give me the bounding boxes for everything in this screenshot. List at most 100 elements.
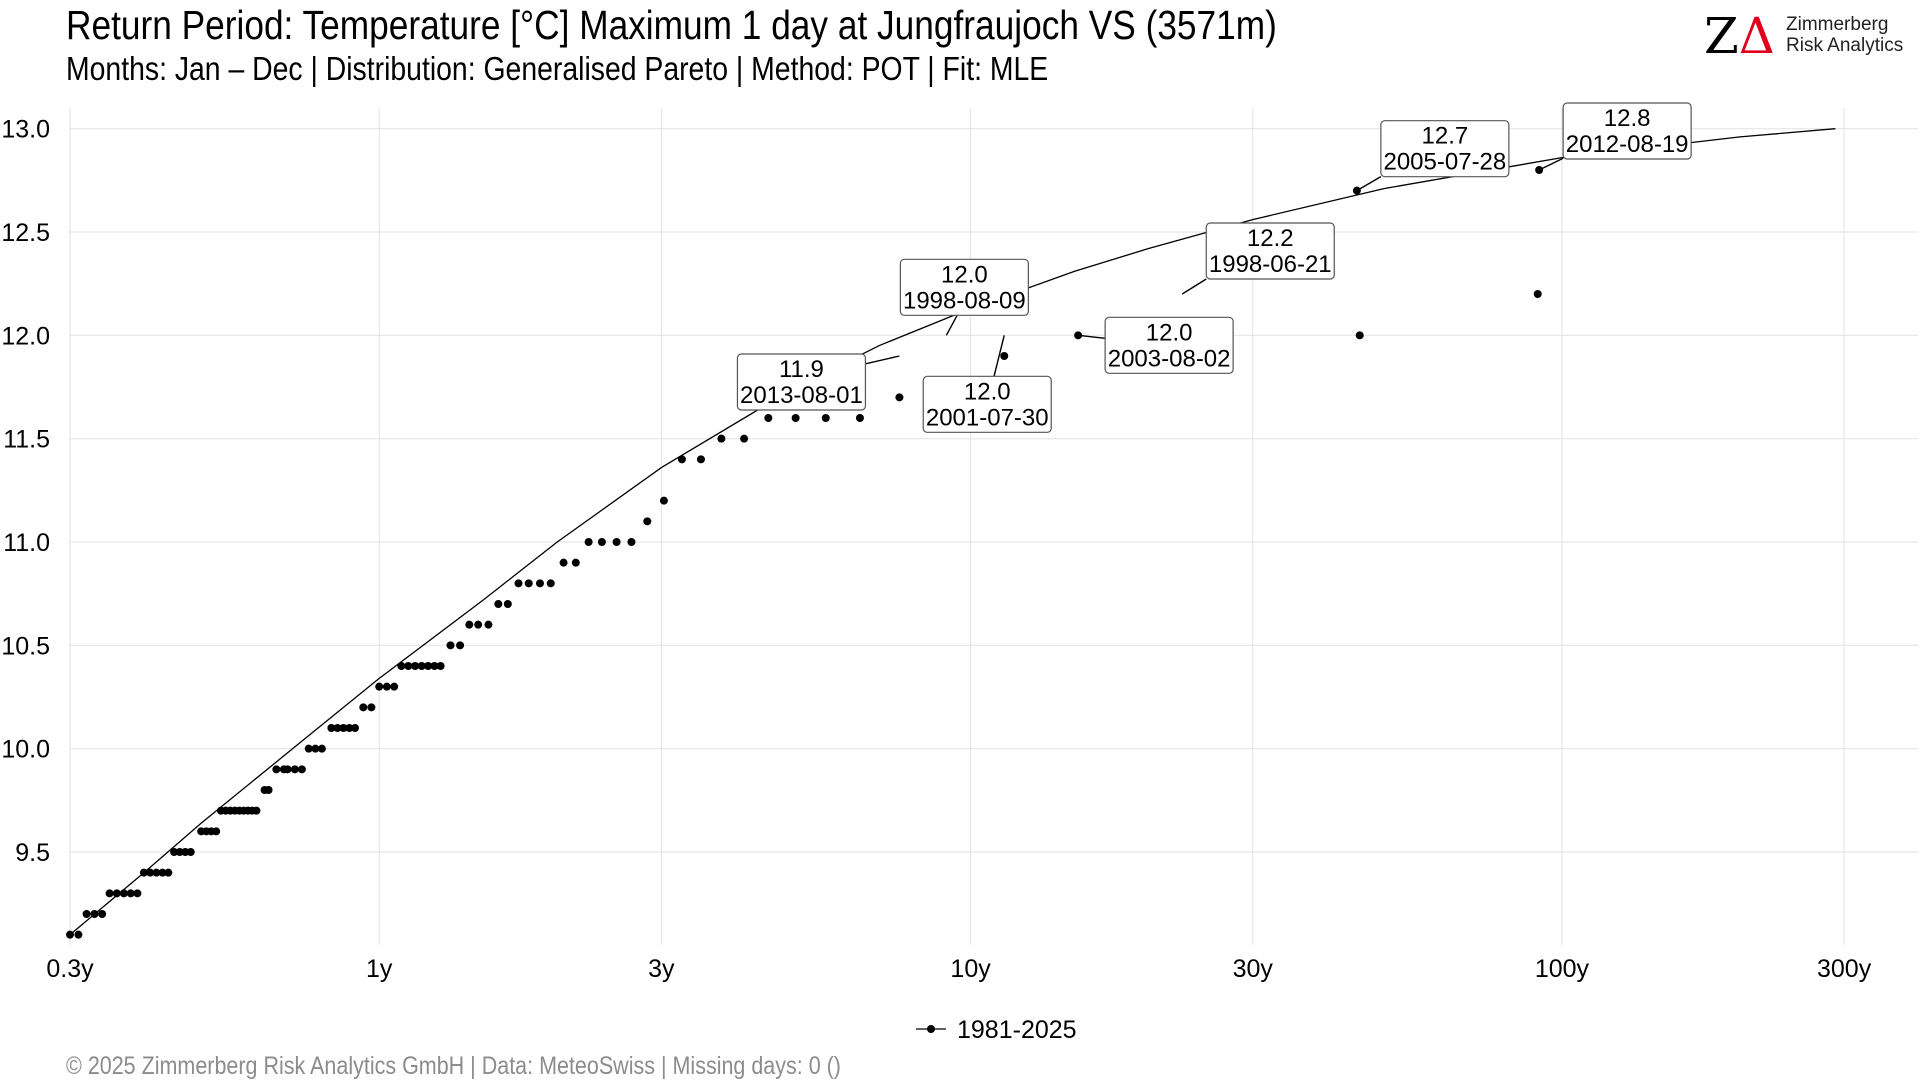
label-date: 2012-08-19 xyxy=(1566,131,1689,158)
data-point xyxy=(367,703,376,712)
data-point xyxy=(659,496,668,505)
label-box xyxy=(922,375,1052,433)
data-point xyxy=(430,662,439,670)
x-tick-label: 100y xyxy=(1535,955,1590,983)
data-point xyxy=(317,744,326,753)
label-leader-line xyxy=(945,315,958,336)
label-date: 2013-08-01 xyxy=(740,382,863,409)
data-point xyxy=(465,620,474,629)
fitted-distribution-curve xyxy=(69,128,1836,936)
label-date: 1998-06-21 xyxy=(1209,251,1332,278)
data-point xyxy=(175,848,184,856)
data-point xyxy=(535,579,544,588)
data-point xyxy=(456,641,465,650)
data-point xyxy=(186,848,195,856)
label-date: 2003-08-02 xyxy=(1108,345,1231,372)
data-point xyxy=(791,414,800,422)
data-point xyxy=(1533,290,1542,298)
data-point xyxy=(584,538,593,546)
y-tick-label: 12.0 xyxy=(1,322,50,350)
data-point xyxy=(252,806,261,815)
data-point xyxy=(333,724,342,732)
data-point xyxy=(146,868,155,877)
data-point xyxy=(627,538,636,546)
data-point xyxy=(643,517,652,526)
data-point xyxy=(272,765,281,774)
x-tick-label: 30y xyxy=(1233,955,1274,983)
label-value: 12.2 xyxy=(1247,225,1294,252)
legend: 1981-2025 xyxy=(916,1016,1077,1044)
data-point xyxy=(350,724,359,732)
label-box xyxy=(736,353,867,411)
x-tick-label: 1y xyxy=(366,955,393,983)
data-point xyxy=(74,930,83,939)
return-period-chart: 9.5 10.0 10.5 11.0 11.5 12.0 12.5 13.0 0.3y 1y 3y 1… xyxy=(1,102,1918,1044)
data-point xyxy=(717,434,726,443)
data-point xyxy=(484,620,493,629)
label-leader-line xyxy=(1356,176,1382,192)
data-point xyxy=(740,434,749,443)
label-value: 12.0 xyxy=(964,378,1011,405)
label-leader-line xyxy=(1538,157,1564,171)
data-point xyxy=(90,910,99,918)
data-point xyxy=(417,662,426,670)
label-value: 11.9 xyxy=(779,356,824,383)
data-point xyxy=(297,765,306,774)
y-tick-label: 10.0 xyxy=(1,736,50,764)
label-value: 12.0 xyxy=(941,261,988,288)
label-date: 1998-08-09 xyxy=(903,287,1026,314)
label-leader-line xyxy=(1181,278,1207,295)
data-point xyxy=(546,579,555,588)
data-point xyxy=(411,662,420,670)
label-value: 12.8 xyxy=(1604,105,1651,132)
label-leader-line xyxy=(993,335,1005,377)
data-point xyxy=(139,868,148,877)
company-logo: ZΔ Zimmerberg Risk Analytics xyxy=(1704,8,1914,66)
data-point xyxy=(339,724,348,732)
data-point xyxy=(382,682,391,691)
y-tick-label: 11.0 xyxy=(3,529,50,557)
data-point xyxy=(1000,352,1009,360)
data-point xyxy=(170,848,179,856)
data-point xyxy=(494,600,503,608)
logo-mark-z: Z xyxy=(1704,7,1739,65)
label-leader-line xyxy=(865,355,900,365)
data-point xyxy=(612,538,621,546)
logo-line-1: Zimmerberg xyxy=(1786,14,1889,35)
logo-line-2: Risk Analytics xyxy=(1786,35,1904,56)
data-point xyxy=(855,414,864,422)
data-point xyxy=(764,414,773,422)
data-point xyxy=(112,889,121,898)
y-tick-label: 9.5 xyxy=(15,839,50,867)
chart-title: Return Period: Temperature [°C] Maximum … xyxy=(66,2,1277,48)
data-point xyxy=(327,724,336,732)
data-point xyxy=(514,579,523,588)
data-point xyxy=(397,662,406,670)
data-point xyxy=(283,765,292,774)
chart-subtitle: Months: Jan – Dec | Distribution: Genera… xyxy=(66,50,1049,87)
data-point xyxy=(424,662,433,670)
logo-mark-delta: Δ xyxy=(1738,7,1775,65)
data-point xyxy=(345,724,354,732)
data-point xyxy=(290,765,299,774)
data-point xyxy=(164,868,173,877)
x-tick-label: 300y xyxy=(1817,955,1872,983)
data-point xyxy=(436,662,445,670)
data-point xyxy=(597,538,606,546)
footer-credit: © 2025 Zimmerberg Risk Analytics GmbH | … xyxy=(66,1052,841,1080)
data-point xyxy=(359,703,368,712)
label-box xyxy=(1380,120,1510,178)
data-point xyxy=(404,662,413,670)
grid-lines xyxy=(69,108,1918,945)
y-tick-label: 10.5 xyxy=(1,632,50,660)
data-point xyxy=(375,682,384,691)
x-tick-label: 3y xyxy=(648,955,675,983)
label-value: 12.7 xyxy=(1422,123,1469,150)
label-value: 12.0 xyxy=(1146,319,1193,346)
